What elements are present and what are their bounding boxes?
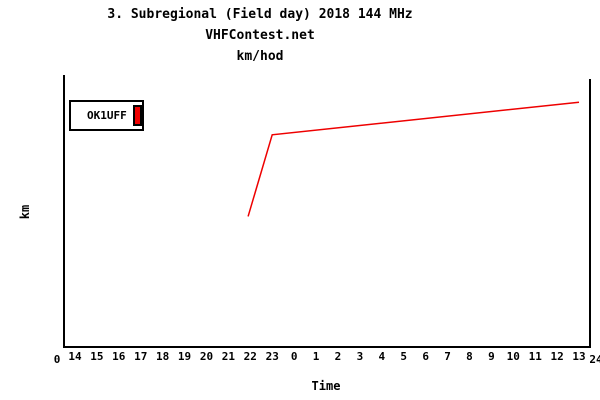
x-tick-label: 7 <box>444 350 451 363</box>
x-tick-label: 1 <box>312 350 320 363</box>
x-tick-label: 13 <box>572 350 586 363</box>
chart-units-title: km/hod <box>236 49 284 64</box>
legend-series-label: OK1UFF <box>87 109 127 122</box>
y-axis-title: km <box>18 204 32 220</box>
x-tick-label: 12 <box>550 350 564 363</box>
x-tick-label: 5 <box>400 350 408 363</box>
chart-subtitle: VHFContest.net <box>205 28 315 43</box>
x-tick-label: 14 <box>68 350 82 363</box>
x-tick-label: 17 <box>134 350 148 363</box>
x-tick-label: 3 <box>356 350 364 363</box>
x-tick-label: 20 <box>199 350 214 363</box>
x-tick-label: 21 <box>221 350 235 363</box>
x-tick-label: 2 <box>334 350 342 363</box>
x-tick-label: 11 <box>528 350 542 363</box>
legend-box: OK1UFF <box>69 100 144 131</box>
x-tick-label: 16 <box>112 350 126 363</box>
x-tick-label: 18 <box>156 350 170 363</box>
x-tick-label: 6 <box>422 350 429 363</box>
x-tick-label: 15 <box>90 350 104 363</box>
x-axis-range-start-label: 0 <box>53 353 61 366</box>
x-tick-label: 10 <box>506 350 520 363</box>
x-axis-range-end-label: 24 <box>589 353 600 366</box>
series-line-ok1uff <box>247 101 580 217</box>
x-tick-label: 8 <box>466 350 473 363</box>
x-tick-label: 4 <box>378 350 386 363</box>
x-tick-label: 22 <box>243 350 257 363</box>
x-tick-label: 9 <box>488 350 495 363</box>
title-block: 3. Subregional (Field day) 2018 144 MHz … <box>0 0 520 64</box>
chart-title: 3. Subregional (Field day) 2018 144 MHz <box>107 7 413 22</box>
x-axis-title: Time <box>311 379 341 393</box>
legend-series-marker <box>132 105 142 126</box>
x-tick-label: 23 <box>265 350 279 363</box>
x-tick-label: 0 <box>290 350 298 363</box>
x-tick-label: 19 <box>177 350 192 363</box>
